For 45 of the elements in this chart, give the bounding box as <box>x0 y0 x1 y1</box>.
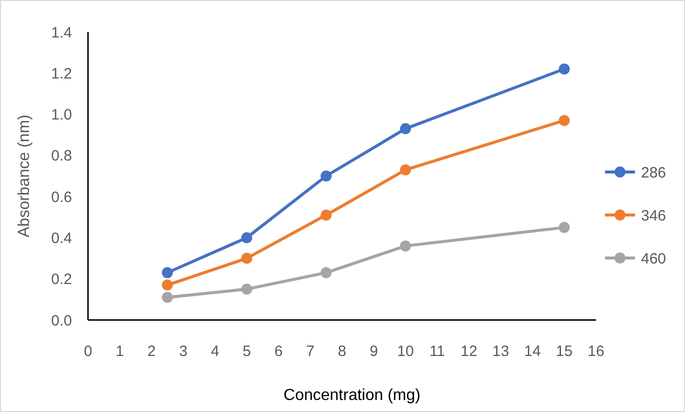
point <box>400 240 411 252</box>
x-tick-label: 11 <box>429 343 446 360</box>
point <box>241 232 252 244</box>
x-axis-title: Concentration (mg) <box>284 387 420 404</box>
point <box>162 267 173 278</box>
x-tick-label: 3 <box>179 343 188 360</box>
point <box>320 210 332 221</box>
point <box>320 170 332 182</box>
x-tick-label: 5 <box>242 343 251 360</box>
x-tick-label: 6 <box>274 343 283 360</box>
x-tick-label: 2 <box>147 343 156 360</box>
y-tick-label: 1.4 <box>51 24 72 42</box>
point <box>558 114 570 126</box>
y-axis-title: Absorbance (nm) <box>16 114 33 238</box>
y-tick-label: 0.8 <box>51 148 72 165</box>
point <box>400 164 411 176</box>
x-tick-label: 8 <box>338 343 346 360</box>
legend-label: 460 <box>641 250 666 268</box>
y-tick-label: 0.0 <box>51 312 72 330</box>
x-tick-label: 14 <box>524 343 541 360</box>
point <box>320 267 332 278</box>
x-tick-label: 10 <box>397 343 414 360</box>
y-tick-label: 1.2 <box>51 65 72 82</box>
x-tick-label: 15 <box>556 343 573 360</box>
x-tick-label: 4 <box>210 343 220 360</box>
x-tick-label: 1 <box>116 343 124 360</box>
point <box>558 64 570 75</box>
y-tick-label: 0.6 <box>51 188 72 206</box>
x-tick-label: 0 <box>84 343 92 360</box>
point <box>241 252 252 264</box>
x-tick-label: 13 <box>492 343 510 360</box>
point <box>162 292 173 303</box>
point <box>162 280 173 291</box>
x-tick-label: 12 <box>460 343 478 360</box>
point <box>241 284 252 295</box>
x-tick-label: 16 <box>588 343 604 360</box>
x-tick-label: 9 <box>370 343 378 360</box>
y-tick-label: 0.2 <box>51 271 72 288</box>
x-tick-label: 7 <box>306 343 314 360</box>
y-tick-label: 1.0 <box>51 106 72 124</box>
legend-label: 346 <box>641 207 666 224</box>
y-tick-label: 0.4 <box>51 230 72 247</box>
point <box>400 123 411 134</box>
point <box>558 222 570 233</box>
legend-label: 286 <box>641 164 666 182</box>
